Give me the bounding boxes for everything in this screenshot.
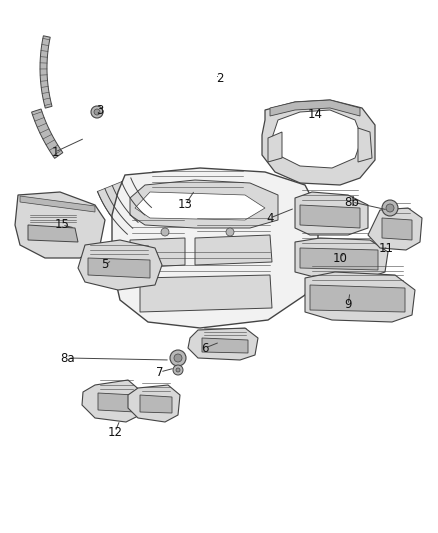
- Circle shape: [170, 350, 186, 366]
- Text: 10: 10: [332, 252, 347, 264]
- Polygon shape: [300, 248, 378, 270]
- Text: 15: 15: [55, 219, 70, 231]
- Polygon shape: [270, 100, 360, 116]
- Polygon shape: [188, 328, 258, 360]
- Circle shape: [176, 368, 180, 372]
- Text: 8b: 8b: [345, 196, 360, 208]
- Circle shape: [226, 228, 234, 236]
- Text: 1: 1: [51, 146, 59, 158]
- Circle shape: [386, 204, 394, 212]
- Text: 12: 12: [107, 425, 123, 439]
- Polygon shape: [310, 285, 405, 312]
- Polygon shape: [130, 180, 278, 228]
- Text: 7: 7: [156, 366, 164, 378]
- Polygon shape: [88, 258, 150, 278]
- Polygon shape: [135, 192, 265, 220]
- Text: 5: 5: [101, 259, 109, 271]
- Circle shape: [173, 365, 183, 375]
- Text: 4: 4: [266, 212, 274, 224]
- Polygon shape: [195, 235, 272, 265]
- Polygon shape: [78, 240, 162, 290]
- FancyBboxPatch shape: [118, 205, 142, 229]
- Text: 9: 9: [344, 298, 352, 311]
- Text: 13: 13: [177, 198, 192, 212]
- Polygon shape: [20, 196, 95, 212]
- Polygon shape: [268, 132, 282, 162]
- Polygon shape: [82, 380, 142, 422]
- Polygon shape: [358, 128, 372, 162]
- Polygon shape: [140, 275, 272, 312]
- Polygon shape: [272, 110, 362, 168]
- Polygon shape: [128, 385, 180, 422]
- Circle shape: [174, 354, 182, 362]
- Polygon shape: [368, 208, 422, 250]
- Polygon shape: [97, 178, 152, 234]
- Text: 2: 2: [216, 71, 224, 85]
- Polygon shape: [15, 192, 105, 258]
- Polygon shape: [40, 36, 52, 108]
- Polygon shape: [202, 338, 248, 353]
- Text: 8a: 8a: [61, 351, 75, 365]
- Polygon shape: [382, 218, 412, 240]
- Polygon shape: [305, 272, 415, 322]
- Polygon shape: [295, 192, 368, 235]
- Polygon shape: [28, 225, 78, 242]
- Polygon shape: [32, 109, 63, 158]
- Text: 3: 3: [96, 103, 104, 117]
- Polygon shape: [98, 393, 135, 412]
- Text: 14: 14: [307, 109, 322, 122]
- Polygon shape: [262, 100, 375, 185]
- Circle shape: [382, 200, 398, 216]
- FancyBboxPatch shape: [109, 191, 133, 215]
- Circle shape: [91, 106, 103, 118]
- Text: 6: 6: [201, 342, 209, 354]
- Circle shape: [94, 109, 100, 115]
- Polygon shape: [140, 395, 172, 413]
- Polygon shape: [112, 168, 318, 328]
- Polygon shape: [300, 205, 360, 228]
- Polygon shape: [130, 238, 185, 268]
- Text: 11: 11: [378, 241, 393, 254]
- Polygon shape: [295, 238, 388, 278]
- Circle shape: [161, 228, 169, 236]
